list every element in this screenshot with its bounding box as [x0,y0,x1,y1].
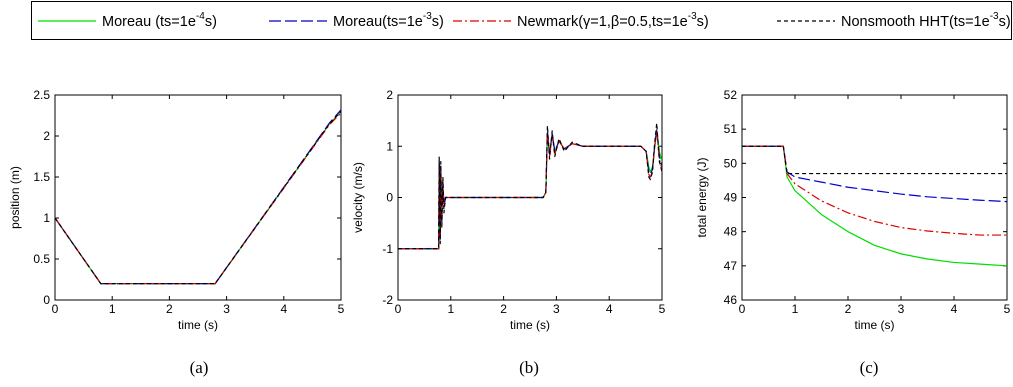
y-axis-label: velocity (m/s) [351,162,365,233]
series-line [55,110,341,285]
series-line [55,109,341,285]
x-tick-label: 3 [898,302,905,316]
legend-entry: Nonsmooth HHT(ts=1e-3s) [777,11,1011,30]
y-axis-label: position (m) [8,166,22,229]
x-tick-label: 1 [447,302,454,316]
x-tick-label: 2 [845,302,852,316]
legend-label: Nonsmooth HHT(ts=1e-3s) [841,11,1011,30]
legend: Moreau (ts=1e-4s) Moreau(ts=1e-3s) Newmark… [31,1,1012,40]
y-tick-label: 46 [724,293,738,307]
y-axis-label: total energy (J) [695,157,709,237]
series-group [742,145,1007,267]
caption-a: (a) [190,358,209,377]
y-tick-label: 1 [43,211,50,225]
legend-label: Moreau (ts=1e-4s) [102,11,217,30]
panel-a: 0 1 2 3 4 5 0 0.5 1 1.5 2 2.5 time (s) position (m) [8,88,345,332]
x-tick-label: 1 [109,302,116,316]
legend-entry: Moreau(ts=1e-3s) [269,11,444,30]
series-group [398,122,662,250]
y-tick-label: 0 [43,293,50,307]
series-line [742,145,1007,236]
legend-entries: Moreau (ts=1e-4s) Moreau(ts=1e-3s) Newmark… [38,11,1011,30]
legend-entry: Moreau (ts=1e-4s) [38,11,217,30]
axes-box [741,94,1008,301]
axes-box [54,94,342,301]
y-tick-label: 2 [43,129,50,143]
series-line [398,130,662,250]
x-tick-label: 5 [659,302,666,316]
x-tick-label: 0 [395,302,402,316]
y-tick-label: 1.5 [33,170,50,184]
y-tick-label: -1 [382,242,393,256]
legend-label: Newmark(γ=1,β=0.5,ts=1e-3s) [517,11,709,30]
x-axis-label: time (s) [855,318,895,332]
y-tick-label: -2 [382,293,393,307]
legend-label: Moreau(ts=1e-3s) [333,11,444,30]
y-tick-label: 0 [386,191,393,205]
series-line [398,130,662,250]
y-tick-label: 47 [724,259,738,273]
y-tick-label: 2.5 [33,88,50,102]
x-tick-label: 0 [52,302,59,316]
y-tick-label: 52 [724,88,738,102]
x-tick-label: 4 [606,302,613,316]
x-tick-label: 4 [280,302,287,316]
y-tick-label: 0.5 [33,252,50,266]
x-axis-label: time (s) [178,318,218,332]
x-tick-label: 2 [166,302,173,316]
legend-frame [31,1,1012,40]
series-line [398,122,662,250]
y-tick-label: 2 [386,88,393,102]
series-line [742,145,1007,203]
x-tick-label: 0 [739,302,746,316]
x-tick-label: 5 [1004,302,1011,316]
y-tick-label: 51 [724,122,738,136]
series-line [55,112,341,285]
y-tick-label: 48 [724,225,738,239]
series-line [742,145,1007,267]
x-tick-label: 5 [338,302,345,316]
x-tick-label: 1 [792,302,799,316]
series-group [55,109,341,285]
series-line [55,110,341,285]
x-tick-label: 4 [951,302,958,316]
y-tick-label: 1 [386,139,393,153]
y-tick-label: 50 [724,156,738,170]
y-tick-label: 49 [724,191,738,205]
x-tick-label: 3 [223,302,230,316]
x-tick-label: 3 [553,302,560,316]
legend-entry: Newmark(γ=1,β=0.5,ts=1e-3s) [453,11,709,30]
caption-b: (b) [519,358,539,377]
series-line [742,145,1007,175]
x-tick-label: 2 [500,302,507,316]
x-axis-label: time (s) [510,318,550,332]
caption-c: (c) [860,358,879,377]
